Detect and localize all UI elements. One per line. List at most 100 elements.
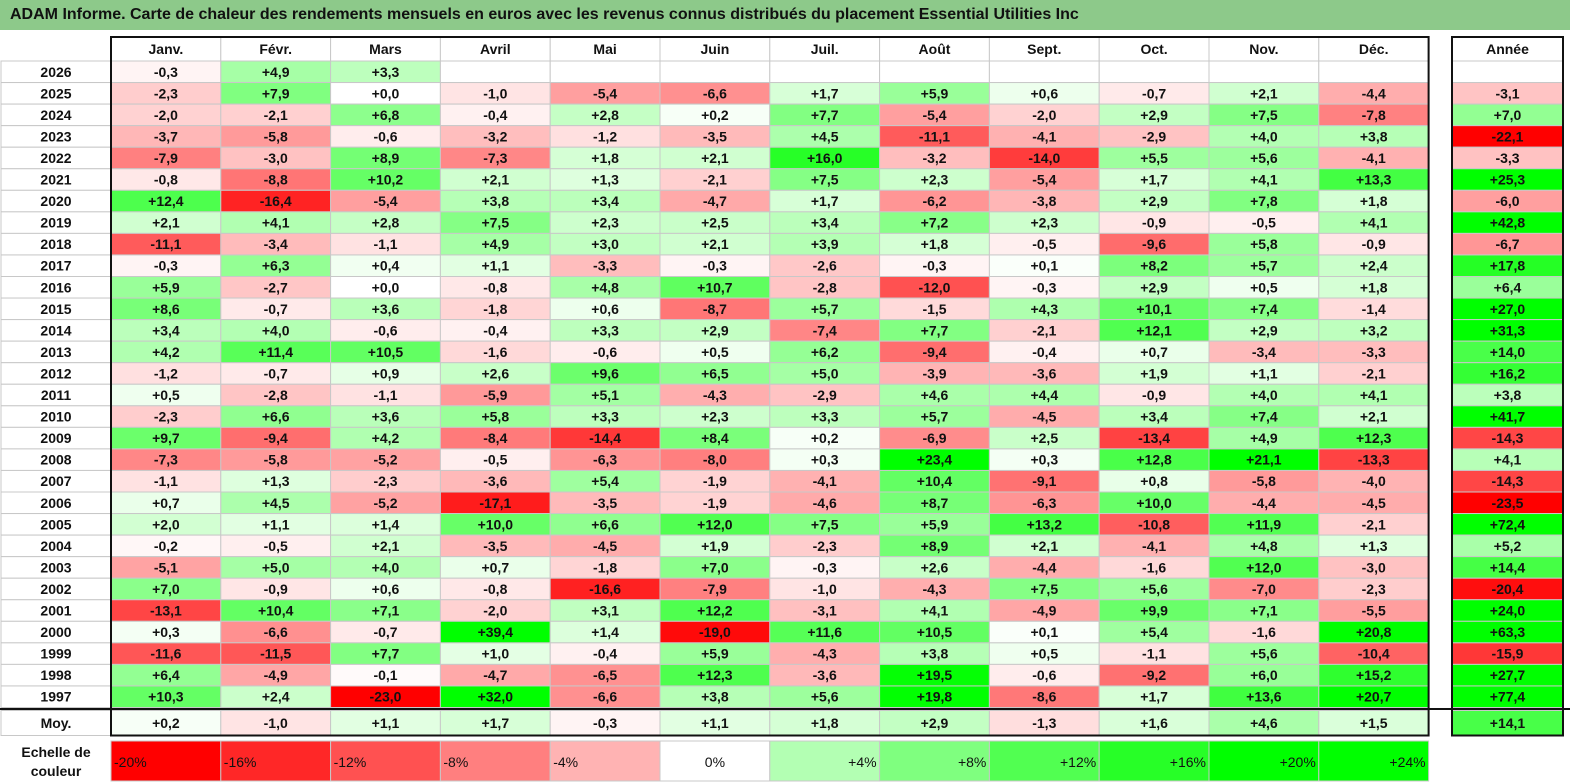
heatmap-value: +12,3 <box>697 667 733 683</box>
heatmap-cell <box>769 60 881 84</box>
month-header-1: Janv. <box>149 41 184 57</box>
heatmap-value: -1,0 <box>483 85 507 101</box>
heatmap-value: +2,5 <box>1030 430 1058 446</box>
heatmap-value: -4,7 <box>483 667 507 683</box>
heatmap-value: -0,3 <box>1032 279 1056 295</box>
year-label: 2018 <box>40 236 71 252</box>
heatmap-value: -2,0 <box>154 107 178 123</box>
month-header-3: Mars <box>369 41 402 57</box>
average-value: +1,7 <box>481 715 509 731</box>
annual-value: -6,0 <box>1495 193 1519 209</box>
month-header-2: Févr. <box>259 41 292 57</box>
heatmap-value: +0,7 <box>481 559 509 575</box>
heatmap-value: +4,0 <box>372 559 400 575</box>
annual-value: +42,8 <box>1490 215 1526 231</box>
heatmap-value: +5,5 <box>1140 150 1168 166</box>
heatmap-value: +9,7 <box>152 430 180 446</box>
heatmap-value: +5,1 <box>591 387 619 403</box>
year-label: 1998 <box>40 667 71 683</box>
heatmap-value: +9,9 <box>1140 603 1168 619</box>
heatmap-value: +4,2 <box>152 344 180 360</box>
heatmap-value: +5,6 <box>1140 581 1168 597</box>
heatmap-value: +2,4 <box>262 689 290 705</box>
heatmap-value: +7,4 <box>1250 301 1278 317</box>
heatmap-value: +3,9 <box>811 236 839 252</box>
heatmap-value: -1,1 <box>1142 646 1166 662</box>
average-cell <box>1318 710 1430 736</box>
heatmap-value: +2,0 <box>152 516 180 532</box>
heatmap-value: -2,8 <box>813 279 837 295</box>
heatmap-value: -8,6 <box>1032 689 1056 705</box>
average-value: +0,2 <box>152 715 180 731</box>
heatmap-value: +2,1 <box>1360 409 1388 425</box>
heatmap-value: -11,6 <box>150 646 181 662</box>
heatmap-value: +7,5 <box>481 215 509 231</box>
heatmap-value: -1,5 <box>922 301 946 317</box>
heatmap-value: -2,9 <box>813 387 837 403</box>
heatmap-value: +3,2 <box>1360 322 1388 338</box>
heatmap-value: +8,6 <box>152 301 180 317</box>
scale-step-label: -8% <box>443 754 468 770</box>
heatmap-value: -4,5 <box>1362 495 1386 511</box>
scale-swatch <box>549 740 661 782</box>
heatmap-value: +20,7 <box>1356 689 1392 705</box>
heatmap-value: +1,1 <box>262 516 290 532</box>
heatmap-value: -1,6 <box>1252 624 1276 640</box>
heatmap-value: +4,8 <box>1250 538 1278 554</box>
heatmap-value: -1,6 <box>1142 559 1166 575</box>
heatmap-cell <box>659 60 771 84</box>
heatmap-value: -5,4 <box>373 193 397 209</box>
heatmap-value: +12,3 <box>1356 430 1392 446</box>
heatmap-value: +11,4 <box>258 344 293 360</box>
month-header-6: Juin <box>701 41 730 57</box>
heatmap-value: +19,5 <box>917 667 953 683</box>
heatmap-value: -16,6 <box>589 581 621 597</box>
heatmap-value: -1,1 <box>373 236 397 252</box>
heatmap-value: -4,3 <box>813 646 837 662</box>
heatmap-value: +6,4 <box>152 667 180 683</box>
heatmap-value: +5,9 <box>701 646 729 662</box>
average-cell <box>330 710 441 736</box>
heatmap-value: +3,8 <box>921 646 949 662</box>
heatmap-value: +10,2 <box>368 172 404 188</box>
heatmap-value: -1,1 <box>373 387 397 403</box>
heatmap-value: +3,3 <box>591 322 619 338</box>
heatmap-value: +0,5 <box>1250 279 1278 295</box>
average-value: -1,3 <box>1032 715 1056 731</box>
annual-value: +5,2 <box>1494 538 1522 554</box>
heatmap-value: -2,1 <box>703 172 727 188</box>
heatmap-value: +0,5 <box>152 387 180 403</box>
heatmap-value: -1,4 <box>1362 301 1386 317</box>
heatmap-value: +0,6 <box>591 301 619 317</box>
heatmap-value: +2,1 <box>701 150 729 166</box>
scale-swatch <box>769 740 881 782</box>
year-label: 2023 <box>40 128 71 144</box>
heatmap-value: -2,0 <box>1032 107 1056 123</box>
heatmap-value: +1,4 <box>591 624 619 640</box>
annual-value: -20,4 <box>1492 581 1524 597</box>
heatmap-value: -0,5 <box>1252 215 1276 231</box>
scale-step-label: +8% <box>958 754 986 770</box>
heatmap-value: -0,8 <box>483 581 507 597</box>
heatmap-value: -0,5 <box>264 538 288 554</box>
heatmap-value: -4,1 <box>813 473 837 489</box>
year-label: 2007 <box>40 473 71 489</box>
heatmap-value: -13,3 <box>1358 452 1390 468</box>
annual-value: +77,4 <box>1490 689 1526 705</box>
heatmap-value: -6,5 <box>593 667 617 683</box>
scale-swatch <box>1098 740 1210 782</box>
heatmap-value: +1,8 <box>921 236 949 252</box>
heatmap-value: -3,4 <box>1252 344 1276 360</box>
annual-value: +31,3 <box>1490 322 1526 338</box>
scale-swatch <box>110 740 222 782</box>
scale-step-label: +24% <box>1389 754 1425 770</box>
month-header-4: Avril <box>480 41 511 57</box>
year-label: 2001 <box>40 603 71 619</box>
heatmap-value: -3,0 <box>264 150 288 166</box>
month-header-9: Sept. <box>1027 41 1061 57</box>
heatmap-value: -8,0 <box>703 452 727 468</box>
annual-value: +14,4 <box>1490 559 1526 575</box>
heatmap-value: -8,7 <box>703 301 727 317</box>
heatmap-value: +6,5 <box>701 365 729 381</box>
heatmap-value: -0,3 <box>922 258 946 274</box>
